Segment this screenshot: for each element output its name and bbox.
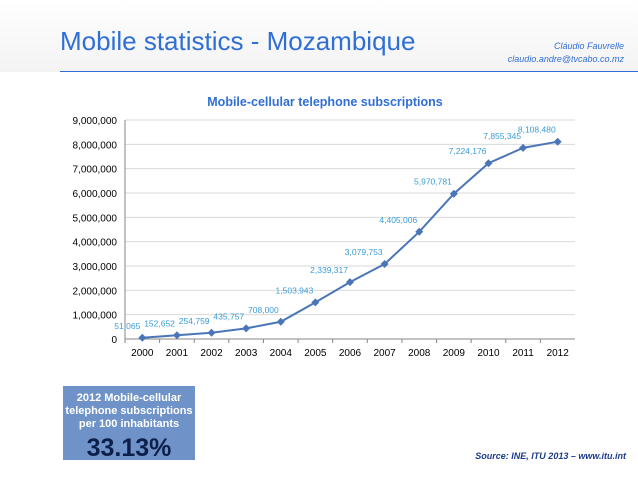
data-label: 7,855,345 [483,131,521,141]
data-point [172,331,181,340]
y-tick-label: 8,000,000 [73,140,118,151]
kpi-label: 2012 Mobile-cellular telephone subscript… [65,392,193,430]
data-point [519,143,528,152]
data-label: 152,652 [144,318,175,328]
x-tick-label: 2011 [512,348,534,359]
kpi-box: 2012 Mobile-cellular telephone subscript… [63,386,195,462]
x-tick-label: 2005 [304,348,327,359]
data-label: 3,079,753 [345,247,383,257]
y-tick-label: 0 [111,335,117,346]
data-label: 435,757 [213,311,244,321]
data-label: 7,224,176 [449,146,487,156]
data-point [276,317,285,326]
x-tick-label: 2008 [408,348,431,359]
data-label: 4,405,006 [379,215,417,225]
y-tick-label: 6,000,000 [73,189,118,200]
data-label: 708,000 [248,305,279,315]
data-point [242,324,251,333]
y-tick-label: 2,000,000 [73,286,118,297]
header-divider [60,71,638,72]
data-point [138,333,147,342]
author-name: Cláudio Fauvrelle [553,41,624,51]
source-note: Source: INE, ITU 2013 – www.itu.int [475,451,626,461]
data-point [380,260,389,269]
x-tick-label: 2002 [200,348,223,359]
y-tick-label: 5,000,000 [73,213,118,224]
data-point [415,227,424,236]
kpi-value: 33.13% [86,434,172,462]
data-label: 254,759 [179,316,210,326]
page-title: Mobile statistics - Mozambique [60,26,416,56]
data-label: 5,970,781 [414,177,452,187]
data-point [449,189,458,198]
x-tick-label: 2006 [339,348,362,359]
header-bar: Mobile statistics - Mozambique Cláudio F… [0,0,638,72]
x-tick-label: 2000 [131,348,154,359]
data-point [484,159,493,168]
data-label: 2,339,317 [310,265,348,275]
x-tick-label: 2004 [270,348,293,359]
data-label: 8,108,480 [518,125,556,135]
data-point [346,278,354,287]
data-point [207,328,216,337]
subscriptions-line-chart: Mobile-cellular telephone subscriptions … [73,95,575,359]
series-line [142,140,558,339]
y-tick-label: 1,000,000 [73,311,118,322]
chart-title: Mobile-cellular telephone subscriptions [207,95,443,109]
data-point [311,298,320,307]
x-tick-label: 2007 [373,348,396,359]
y-tick-label: 9,000,000 [73,116,118,127]
x-tick-label: 2003 [235,348,258,359]
x-tick-label: 2012 [547,348,570,359]
data-label: 1,503,943 [276,285,314,295]
x-tick-label: 2009 [443,348,466,359]
x-tick-label: 2010 [477,348,500,359]
y-tick-label: 7,000,000 [73,165,118,176]
author-email[interactable]: claudio.andre@tvcabo.co.mz [507,54,624,64]
data-label: 51,065 [114,321,140,331]
y-tick-label: 4,000,000 [73,238,118,249]
x-tick-label: 2001 [166,348,189,359]
author-info: Cláudio Fauvrelle claudio.andre@tvcabo.c… [508,40,624,66]
y-tick-label: 3,000,000 [73,262,118,273]
